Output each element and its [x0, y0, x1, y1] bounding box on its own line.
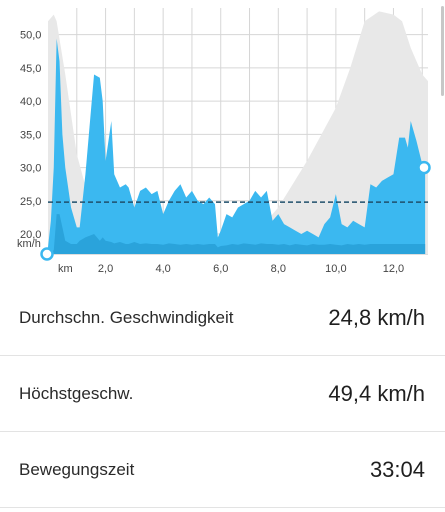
y-tick-label: 25,0 — [20, 196, 41, 208]
y-tick-label: 40,0 — [20, 96, 41, 108]
stat-label-moving-time: Bewegungszeit — [19, 459, 135, 479]
stat-row-average-speed: Durchschn. Geschwindigkeit 24,8 km/h — [0, 280, 445, 356]
y-tick-label: 30,0 — [20, 163, 41, 175]
y-tick-label: 45,0 — [20, 63, 41, 75]
speed-area — [48, 38, 426, 254]
stat-label-max-speed: Höchstgeschw. — [19, 383, 134, 403]
speed-chart-svg: 20,0 25,0 30,0 35,0 40,0 45,0 50,0 km/h km 2,0 4,… — [17, 8, 431, 275]
stat-value-average-speed: 24,8 km/h — [328, 304, 425, 330]
stat-row-moving-time: Bewegungszeit 33:04 — [0, 432, 445, 508]
x-tick-label: 2,0 — [98, 263, 113, 275]
y-tick-label: 35,0 — [20, 129, 41, 141]
x-tick-label: 12,0 — [383, 263, 404, 275]
x-tick-label: 8,0 — [271, 263, 286, 275]
elevation-area — [48, 11, 428, 254]
speed-chart[interactable]: 20,0 25,0 30,0 35,0 40,0 45,0 50,0 km/h km 2,0 4,… — [0, 0, 445, 280]
x-unit-label: km — [58, 263, 73, 275]
x-tick-label: 6,0 — [213, 263, 228, 275]
y-tick-label: 50,0 — [20, 30, 41, 42]
scrollbar[interactable] — [441, 6, 444, 96]
y-unit-label: km/h — [17, 238, 41, 250]
x-tick-label: 4,0 — [156, 263, 171, 275]
speed-min-band — [48, 214, 426, 254]
x-tick-label: 10,0 — [325, 263, 346, 275]
range-end-handle[interactable] — [417, 160, 431, 175]
stat-value-max-speed: 49,4 km/h — [328, 380, 425, 406]
stat-label-average-speed: Durchschn. Geschwindigkeit — [19, 307, 234, 327]
range-start-handle[interactable] — [40, 247, 54, 261]
stat-row-max-speed: Höchstgeschw. 49,4 km/h — [0, 356, 445, 432]
stat-value-moving-time: 33:04 — [369, 456, 425, 482]
y-tick-label: 20,0 — [20, 229, 41, 241]
